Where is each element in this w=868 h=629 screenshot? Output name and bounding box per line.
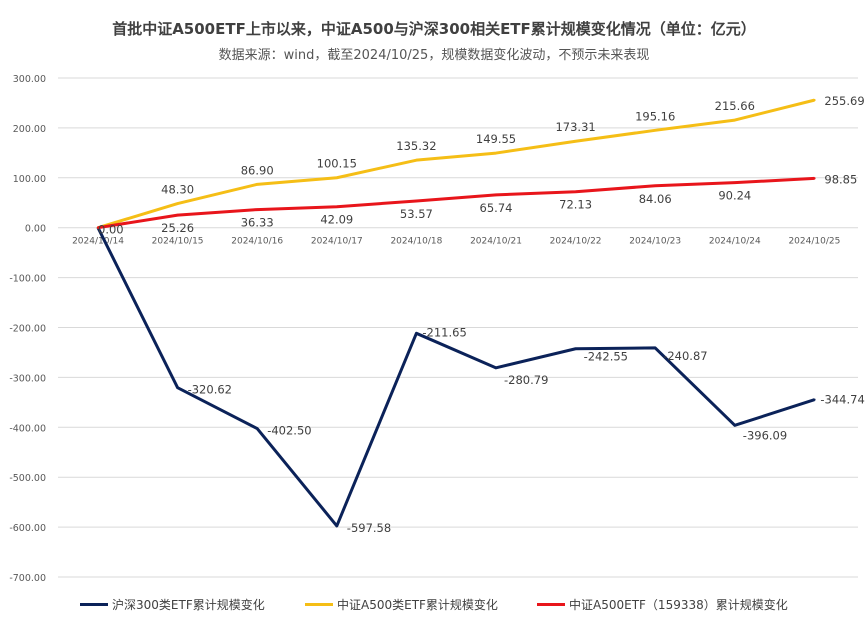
data-label: -242.55 [584,350,628,364]
data-label: 255.69 [824,94,864,108]
data-label: 90.24 [718,189,751,203]
data-label: 98.85 [824,172,857,186]
data-point [813,177,816,180]
data-point [415,158,418,162]
data-point [494,151,498,155]
legend-label: 沪深300类ETF累计规模变化 [112,598,265,612]
x-tick-label: 2024/10/18 [390,237,442,247]
data-point [574,140,577,143]
data-label: 53.57 [400,207,433,221]
data-label: -402.50 [267,424,311,438]
legend-entry: 中证A500类ETF累计规模变化 [305,596,498,613]
data-label: 72.13 [559,198,592,212]
y-tick-label: -300.00 [9,373,46,384]
data-point [96,226,100,229]
data-point [415,332,418,335]
data-label: 195.16 [635,109,675,123]
data-point [574,347,577,350]
data-point [335,524,338,528]
data-point [733,181,736,184]
y-tick-label: 100.00 [13,174,46,185]
data-label: 84.06 [639,192,672,206]
series-line-1 [97,98,815,230]
data-point [335,205,338,208]
legend-label: 中证A500类ETF累计规模变化 [337,598,498,612]
data-point [654,184,657,187]
data-point [256,208,259,211]
x-tick-label: 2024/10/21 [470,237,522,247]
data-label: -280.79 [504,373,548,387]
legend-swatch [305,603,333,606]
data-label: 215.66 [715,99,755,113]
y-tick-label: -500.00 [9,473,46,484]
x-tick-label: 2024/10/16 [231,237,283,247]
data-label: -211.65 [422,325,466,339]
data-label: -396.09 [743,428,787,442]
data-point [654,346,657,350]
data-point [176,386,179,389]
data-label: -344.74 [820,393,864,407]
data-point [176,202,179,205]
legend-entry: 中证A500ETF（159338）累计规模变化 [537,596,788,613]
data-label: 0.00 [98,223,124,237]
x-tick-label: 2024/10/14 [72,237,124,247]
data-label: 36.33 [241,216,274,230]
x-tick-label: 2024/10/23 [629,237,681,247]
x-tick-label: 2024/10/25 [788,237,840,247]
legend-swatch [537,603,565,606]
data-point [733,118,736,122]
data-label: -597.58 [347,521,391,535]
y-tick-label: -700.00 [9,573,46,584]
y-tick-label: 300.00 [13,74,46,85]
data-point [574,190,577,193]
data-point [335,176,338,179]
x-tick-label: 2024/10/17 [311,237,363,247]
data-point [494,366,498,370]
data-point [813,398,816,401]
data-label: 25.26 [161,221,194,235]
data-point [256,183,259,186]
chart-subtitle: 数据来源：wind，截至2024/10/25，规模数据变化波动，不预示未来表现 [218,48,650,63]
data-label: -320.62 [188,383,232,397]
data-point [176,213,179,217]
data-point [733,424,736,427]
legend-label: 中证A500ETF（159338）累计规模变化 [569,598,788,612]
y-tick-label: -100.00 [9,274,46,285]
data-point [813,98,816,102]
y-tick-label: -200.00 [9,324,46,335]
data-point [256,427,259,430]
data-label: 135.32 [396,139,436,153]
data-label: 48.30 [161,183,194,197]
data-label: 173.31 [555,120,595,134]
data-label: -240.87 [663,349,707,363]
legend-entry: 沪深300类ETF累计规模变化 [80,596,265,613]
data-label: 100.15 [317,157,357,171]
data-label: 65.74 [480,201,513,215]
series-line-2 [97,176,815,230]
data-point [654,129,657,132]
x-tick-label: 2024/10/15 [152,237,204,247]
x-tick-label: 2024/10/22 [550,237,602,247]
x-tick-label: 2024/10/24 [709,237,761,247]
chart-title: 首批中证A500ETF上市以来，中证A500与沪深300相关ETF累计规模变化情… [112,20,756,38]
series-line-0 [96,227,815,528]
legend-swatch [80,603,108,606]
data-label: 42.09 [320,213,353,227]
y-tick-label: 0.00 [25,224,46,235]
data-label: 149.55 [476,132,516,146]
data-point [415,199,418,203]
data-point [494,193,498,197]
data-label: 86.90 [241,163,274,177]
y-tick-label: 200.00 [13,124,46,135]
legend: 沪深300类ETF累计规模变化 中证A500类ETF累计规模变化 中证A500ETF… [0,596,868,616]
y-tick-label: -600.00 [9,523,46,534]
y-tick-label: -400.00 [9,423,46,434]
